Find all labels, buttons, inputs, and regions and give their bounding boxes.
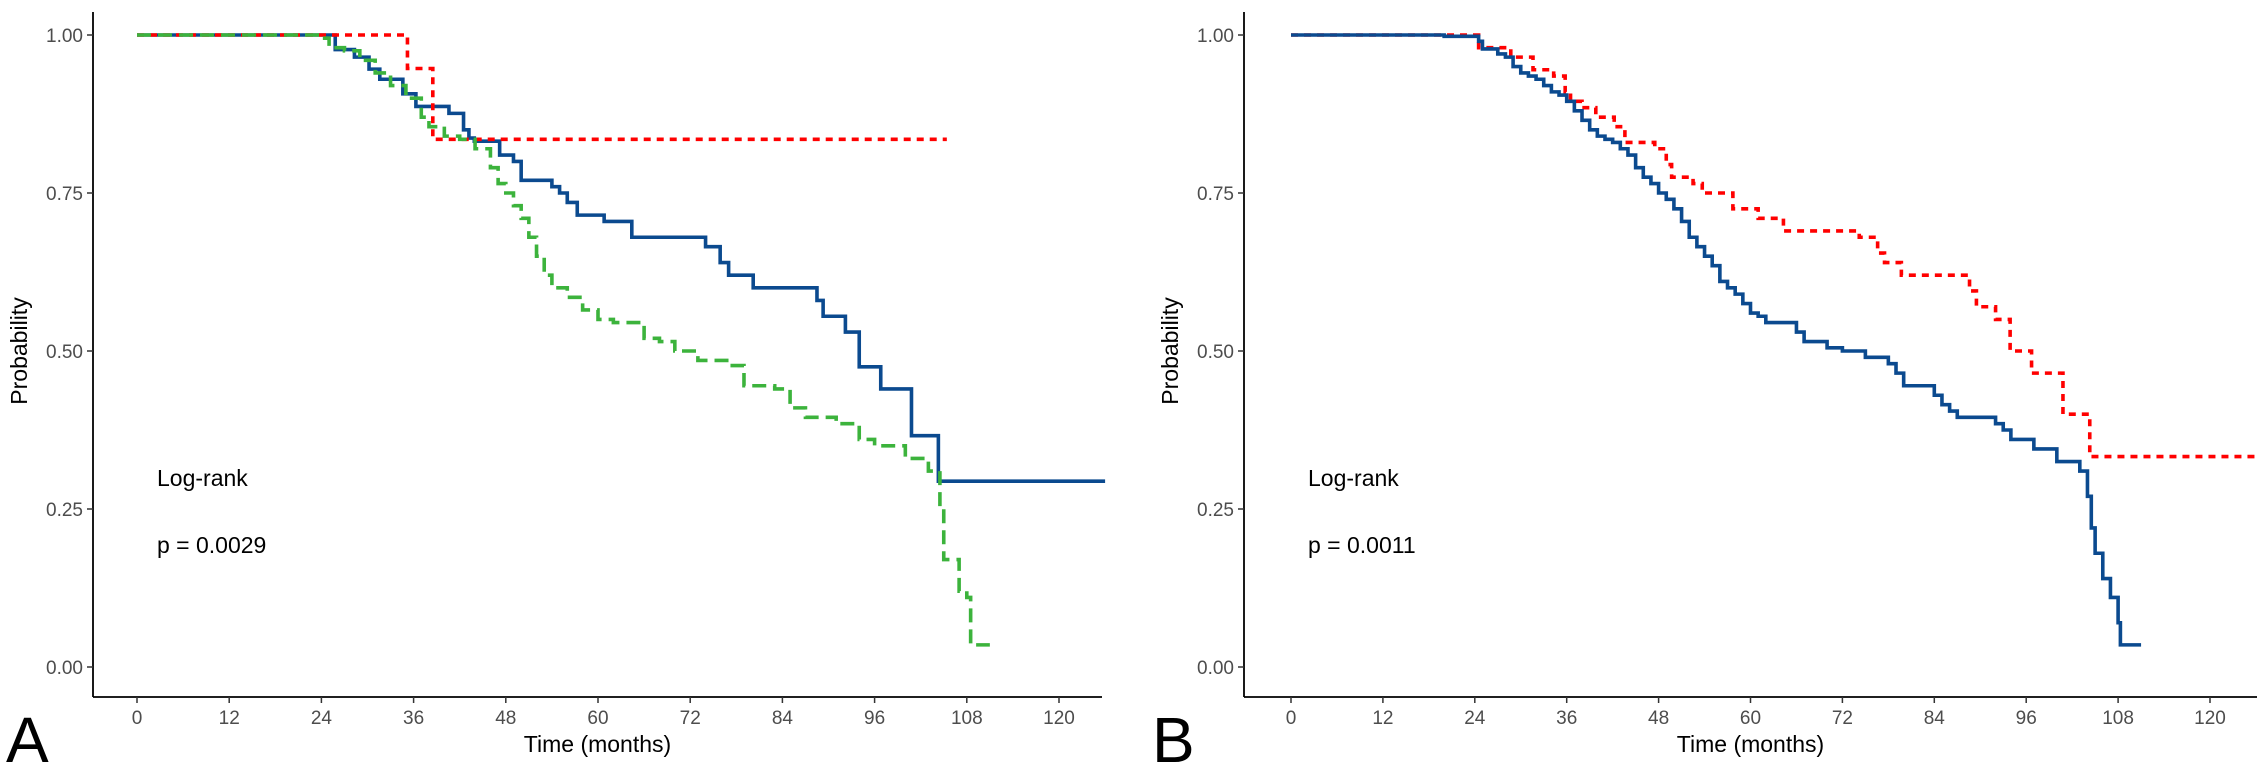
y-axis-title: Probability xyxy=(6,297,32,405)
x-tick-label: 72 xyxy=(680,708,701,729)
y-tick-label: 0.25 xyxy=(1197,500,1234,521)
panel-label: A xyxy=(6,704,49,768)
survival-curve-solid xyxy=(137,33,1106,483)
x-tick-label: 12 xyxy=(219,708,240,729)
x-tick-label: 120 xyxy=(1043,708,1075,729)
y-tick-label: 0.75 xyxy=(46,184,83,205)
y-tick-label: 0.50 xyxy=(1197,342,1234,363)
x-axis-title: Time (months) xyxy=(524,731,671,757)
log-rank-label: Log-rank xyxy=(1308,465,1399,491)
panel-label: B xyxy=(1152,704,1195,768)
y-tick-label: 0.00 xyxy=(1197,658,1234,679)
y-tick-label: 1.00 xyxy=(46,26,83,47)
x-tick-label: 0 xyxy=(132,708,143,729)
x-tick-label: 48 xyxy=(495,708,516,729)
x-tick-label: 12 xyxy=(1372,708,1393,729)
y-tick-label: 0.25 xyxy=(46,500,83,521)
x-tick-label: 108 xyxy=(951,708,983,729)
p-value-label: p = 0.0011 xyxy=(1308,532,1416,558)
x-tick-label: 60 xyxy=(587,708,608,729)
x-tick-label: 0 xyxy=(1286,708,1297,729)
y-tick-label: 0.00 xyxy=(46,658,83,679)
x-tick-label: 84 xyxy=(772,708,794,729)
x-tick-label: 48 xyxy=(1648,708,1669,729)
panel-b: 0.00 0.25 0.50 0.75 1.00 0 12 24 36 48 60 72 84 96 108… xyxy=(1152,12,2257,768)
survival-curve-dashed xyxy=(137,33,990,647)
x-tick-label: 120 xyxy=(2194,708,2226,729)
x-tick-label: 36 xyxy=(403,708,424,729)
x-tick-label: 24 xyxy=(311,708,333,729)
panel-a: 0.00 0.25 0.50 0.75 1.00 0 12 24 36 48 60 72 84 96 108… xyxy=(6,12,1106,768)
y-tick-label: 1.00 xyxy=(1197,26,1234,47)
y-tick-label: 0.50 xyxy=(46,342,83,363)
y-axis-title: Probability xyxy=(1157,297,1183,405)
x-tick-label: 96 xyxy=(864,708,885,729)
x-tick-label: 72 xyxy=(1832,708,1853,729)
x-axis-title: Time (months) xyxy=(1677,731,1824,757)
x-tick-label: 108 xyxy=(2102,708,2134,729)
survival-curve-dotted xyxy=(1291,33,2256,459)
survival-curve-solid xyxy=(1291,33,2142,647)
log-rank-label: Log-rank xyxy=(157,465,248,491)
x-tick-label: 60 xyxy=(1740,708,1761,729)
y-tick-label: 0.75 xyxy=(1197,184,1234,205)
p-value-label: p = 0.0029 xyxy=(157,532,266,558)
x-tick-label: 96 xyxy=(2016,708,2037,729)
x-tick-label: 36 xyxy=(1556,708,1577,729)
survival-curve-dotted xyxy=(137,33,947,142)
x-tick-label: 24 xyxy=(1464,708,1486,729)
x-tick-label: 84 xyxy=(1924,708,1946,729)
